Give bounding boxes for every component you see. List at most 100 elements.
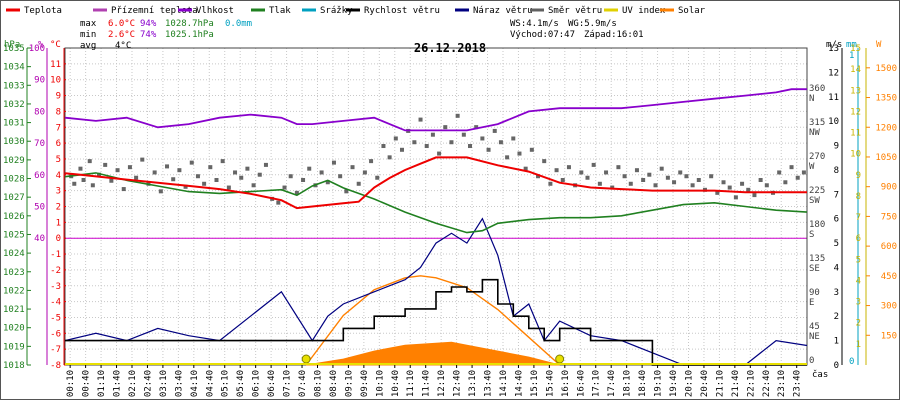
wind-direction-point: [251, 183, 256, 188]
wind-direction-point: [356, 181, 361, 186]
wind-direction-point: [641, 177, 646, 182]
temp-tick-label: -4: [50, 298, 61, 308]
wind-direction-point: [430, 132, 435, 137]
solar-tick-label: 900: [881, 183, 897, 193]
wind-direction-point: [90, 183, 95, 188]
pct-tick-label: 70: [34, 139, 45, 149]
hpa-tick-label: 1019: [3, 342, 25, 352]
dir-compass-label: N: [809, 94, 814, 104]
wind-direction-point: [121, 187, 126, 192]
x-tick-label: 06:10: [252, 370, 262, 397]
wind-direction-point: [189, 160, 194, 165]
wind-direction-point: [319, 170, 324, 175]
stat-max-press: 1028.7hPa: [165, 19, 214, 29]
temp-tick-label: -2: [50, 266, 61, 276]
wind-direction-point: [653, 183, 658, 188]
hpa-tick-label: 1028: [3, 175, 25, 185]
pct-axis-unit: %: [38, 40, 44, 50]
wind-direction-point: [233, 170, 238, 175]
wind-direction-point: [554, 168, 559, 173]
x-tick-label: 06:40: [267, 370, 277, 397]
mm-tick-label: 0: [849, 357, 854, 367]
uv-marker: [555, 354, 565, 364]
dir-compass-label: NE: [809, 332, 820, 342]
wind-direction-point: [461, 132, 466, 137]
x-tick-label: 16:40: [576, 370, 586, 397]
legend-label: Náraz větru: [473, 6, 533, 16]
wind-direction-point: [72, 181, 77, 186]
wind-direction-point: [678, 170, 683, 175]
wind-direction-point: [449, 140, 454, 145]
dir-tick-label: 45: [809, 322, 820, 332]
legend-label: Tlak: [269, 6, 291, 16]
wind-direction-point: [579, 170, 584, 175]
solar-area: [306, 341, 560, 366]
wind-direction-point: [474, 125, 479, 130]
wind-direction-point: [375, 175, 380, 180]
wind-direction-point: [610, 185, 615, 190]
wind-direction-point: [455, 113, 460, 118]
dir-tick-label: 270: [809, 152, 825, 162]
wind-direction-point: [393, 136, 398, 141]
wind-direction-point: [245, 166, 250, 171]
x-axis-label: čas: [812, 369, 828, 380]
ms-axis-unit: m/s: [826, 40, 842, 50]
wind-direction-point: [498, 140, 503, 145]
wind-direction-point: [362, 170, 367, 175]
hpa-tick-label: 1034: [3, 63, 25, 73]
wind-direction-point: [486, 147, 491, 152]
stat-min-press: 1025.1hPa: [165, 30, 214, 40]
x-tick-label: 07:40: [298, 370, 308, 397]
hpa-tick-label: 1027: [3, 193, 25, 203]
info-sunrise: Východ:07:47: [510, 30, 575, 40]
x-tick-label: 19:10: [654, 370, 664, 397]
x-tick-label: 13:40: [484, 370, 494, 397]
info-wind-gust: WG:5.9m/s: [568, 19, 617, 29]
wind-direction-point: [412, 140, 417, 145]
wind-direction-point: [715, 190, 720, 195]
dir-tick-label: 360: [809, 84, 825, 94]
wind-direction-point: [226, 185, 231, 190]
wind-direction-point: [548, 181, 553, 186]
temp-tick-label: 10: [50, 76, 61, 86]
pressure-line: [64, 172, 808, 234]
wind-direction-point: [672, 180, 677, 185]
ms-tick-label: 13: [828, 44, 839, 54]
wind-direction-point: [628, 181, 633, 186]
x-tick-label: 03:40: [174, 370, 184, 397]
x-tick-label: 17:40: [607, 370, 617, 397]
wind-direction-point: [294, 190, 299, 195]
wind-direction-point: [424, 144, 429, 149]
x-tick-label: 15:40: [545, 370, 555, 397]
x-tick-label: 16:10: [561, 370, 571, 397]
x-tick-label: 21:10: [715, 370, 725, 397]
wind-direction-point: [585, 175, 590, 180]
wind-direction-point: [208, 165, 213, 170]
x-tick-label: 01:40: [113, 370, 123, 397]
x-tick-label: 23:40: [793, 370, 803, 397]
wind-direction-point: [165, 164, 170, 169]
wind-direction-point: [387, 155, 392, 160]
wind-direction-point: [468, 144, 473, 149]
wind-speed-line: [65, 278, 807, 366]
wind-direction-point: [152, 170, 157, 175]
wind-direction-point: [647, 172, 652, 177]
wind-direction-point: [307, 166, 312, 171]
temp-axis-unit: °C: [50, 40, 61, 50]
x-tick-label: 05:40: [236, 370, 246, 397]
solar-tick-label: 1350: [875, 94, 897, 104]
stat-avg-temp: 4°C: [115, 41, 131, 51]
wind-direction-point: [158, 189, 163, 194]
wind-direction-point: [604, 170, 609, 175]
wind-direction-point: [566, 165, 571, 170]
wind-direction-point: [381, 144, 386, 149]
pct-tick-label: 90: [34, 76, 45, 86]
x-tick-label: 11:10: [406, 370, 416, 397]
temp-tick-label: -3: [50, 282, 61, 292]
ms-tick-label: 8: [834, 166, 839, 176]
x-tick-label: 02:40: [143, 370, 153, 397]
wind-direction-point: [616, 165, 621, 170]
wind-direction-point: [727, 185, 732, 190]
x-tick-label: 10:10: [375, 370, 385, 397]
